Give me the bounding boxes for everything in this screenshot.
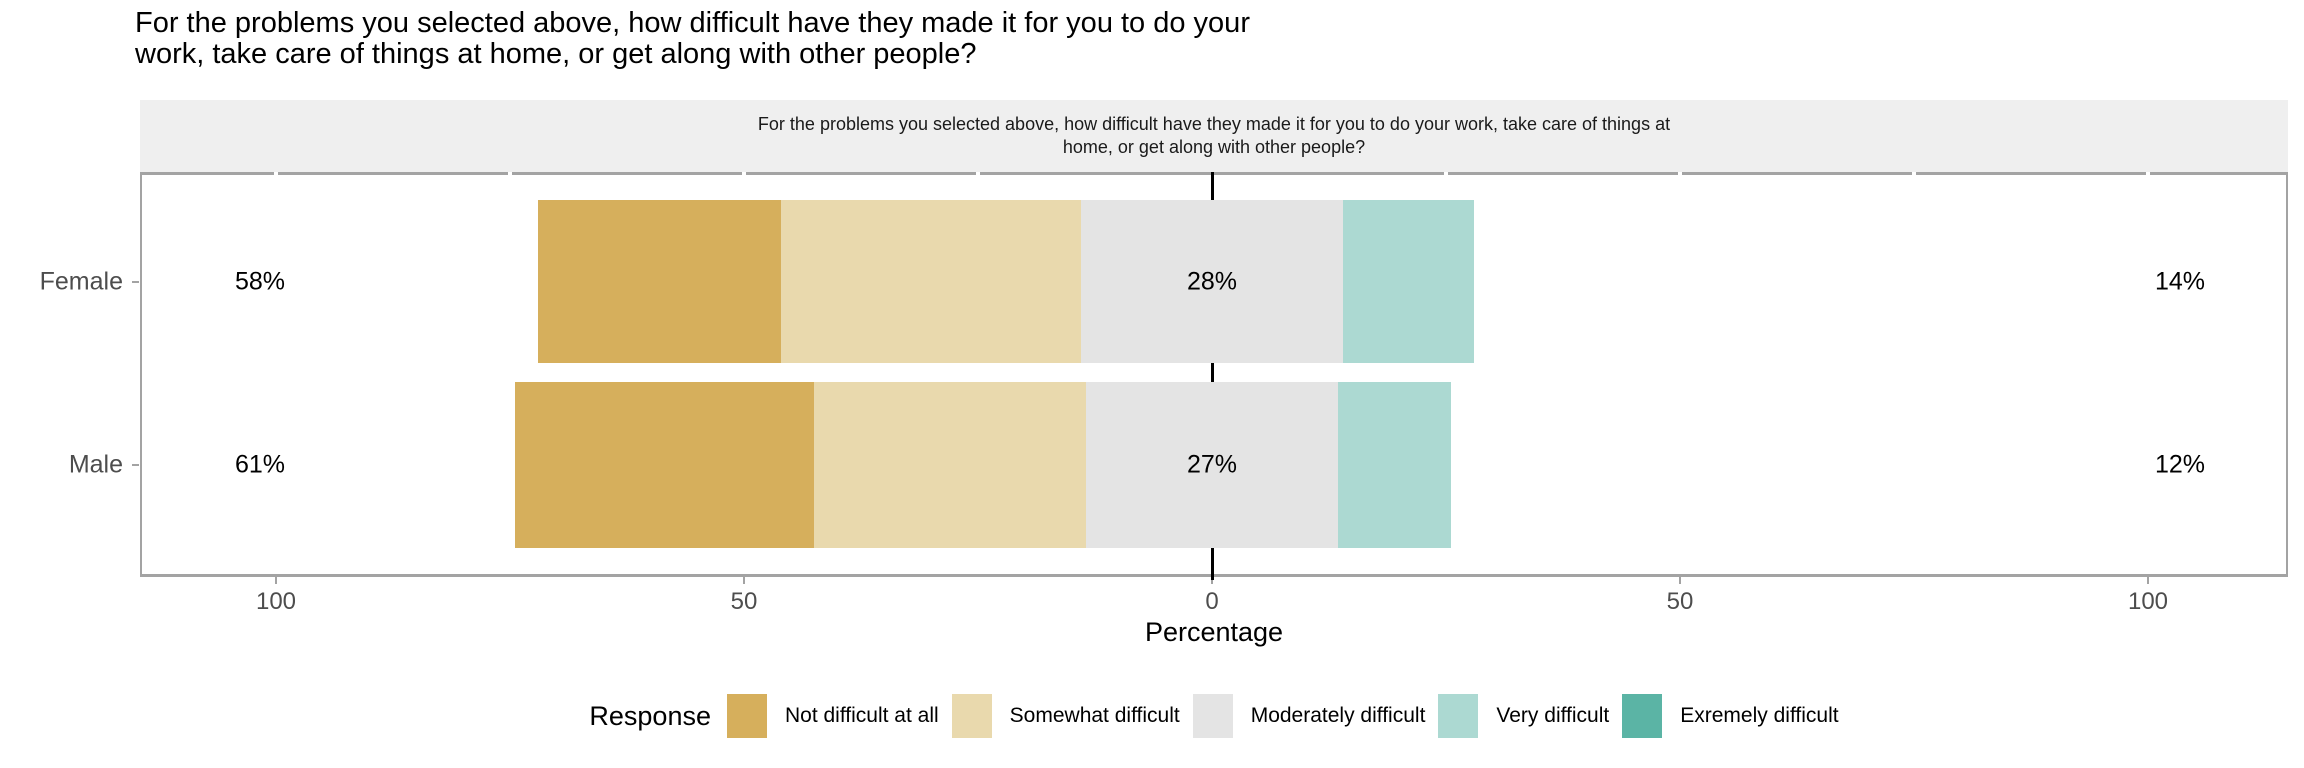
bar-female-segment-3	[1343, 200, 1475, 363]
legend-item-label: Exremely difficult	[1680, 704, 1839, 727]
legend-item-1: Somewhat difficult	[951, 694, 1180, 738]
bar-female-segment-0	[538, 200, 782, 363]
x-axis-tick	[275, 576, 277, 584]
chart-title-line2: work, take care of things at home, or ge…	[135, 38, 977, 70]
panel-top-tick-gap	[742, 172, 746, 175]
bar-female-segment-2	[1080, 200, 1344, 363]
pct-label-female-center: 28%	[1186, 267, 1238, 296]
pct-label-male-center: 27%	[1186, 450, 1238, 479]
bar-male-segment-2	[1085, 382, 1339, 548]
panel-top-tick-gap	[1444, 172, 1448, 175]
x-axis-title: Percentage	[1144, 617, 1284, 647]
bar-male-segment-1	[814, 382, 1086, 548]
panel-top-tick-gap	[2146, 172, 2150, 175]
panel-border-right	[2286, 172, 2288, 576]
chart-title-line1: For the problems you selected above, how…	[135, 7, 1250, 39]
panel-border-left	[140, 172, 142, 576]
legend-swatch-icon	[1192, 694, 1233, 738]
facet-strip: For the problems you selected above, how…	[140, 100, 2288, 172]
x-axis-tick-label: 100	[2127, 588, 2169, 615]
pct-label-female-right: 14%	[2154, 267, 2206, 296]
legend-swatch-icon	[1622, 694, 1663, 738]
panel-border-top	[140, 172, 2288, 175]
pct-label-male-left: 61%	[234, 450, 286, 479]
legend-title: Response	[589, 700, 711, 731]
facet-strip-line1: For the problems you selected above, how…	[757, 114, 1671, 134]
y-axis-tick	[132, 464, 139, 466]
panel-border-bottom	[140, 574, 2288, 577]
legend-swatch-icon	[726, 694, 767, 738]
legend-item-0: Not difficult at all	[726, 694, 939, 738]
x-axis-tick	[1679, 576, 1681, 584]
y-axis-tick	[132, 281, 139, 283]
y-axis-label-female: Female	[39, 267, 123, 296]
bar-female-segment-1	[781, 200, 1081, 363]
x-axis-tick	[743, 576, 745, 584]
panel-top-tick-gap	[508, 172, 512, 175]
legend-item-3: Very difficult	[1438, 694, 1609, 738]
zero-reference-line	[1210, 172, 1214, 580]
panel-top-tick-gap	[274, 172, 278, 175]
x-axis-tick-label: 0	[1205, 588, 1219, 615]
legend-item-label: Moderately difficult	[1250, 704, 1426, 727]
panel-top-tick-gap	[1912, 172, 1916, 175]
plot-panel: 58% 28% 14% 61% 27% 12%	[140, 172, 2288, 580]
legend-item-4: Exremely difficult	[1622, 694, 1839, 738]
legend-swatch-icon	[1438, 694, 1479, 738]
x-axis-tick-label: 50	[730, 588, 758, 615]
legend-item-label: Somewhat difficult	[1009, 704, 1180, 727]
legend-item-label: Very difficult	[1496, 704, 1610, 727]
y-axis-label-male: Male	[68, 450, 123, 479]
x-axis-tick	[1211, 576, 1213, 584]
legend-swatch-icon	[951, 694, 992, 738]
panel-top-tick-gap	[1678, 172, 1682, 175]
chart-title: For the problems you selected above, how…	[135, 8, 1250, 70]
x-axis-tick-label: 100	[255, 588, 297, 615]
bar-male-segment-0	[514, 382, 815, 548]
panel-top-tick-gap	[976, 172, 980, 175]
bar-male-segment-3	[1338, 382, 1451, 548]
legend-item-label: Not difficult at all	[784, 704, 939, 727]
x-axis-tick-label: 50	[1666, 588, 1694, 615]
legend-item-2: Moderately difficult	[1192, 694, 1426, 738]
pct-label-male-right: 12%	[2154, 450, 2206, 479]
facet-strip-line2: home, or get along with other people?	[1062, 137, 1366, 157]
pct-label-female-left: 58%	[234, 267, 286, 296]
legend: Response Not difficult at all Somewhat di…	[140, 692, 2288, 740]
x-axis-tick	[2147, 576, 2149, 584]
